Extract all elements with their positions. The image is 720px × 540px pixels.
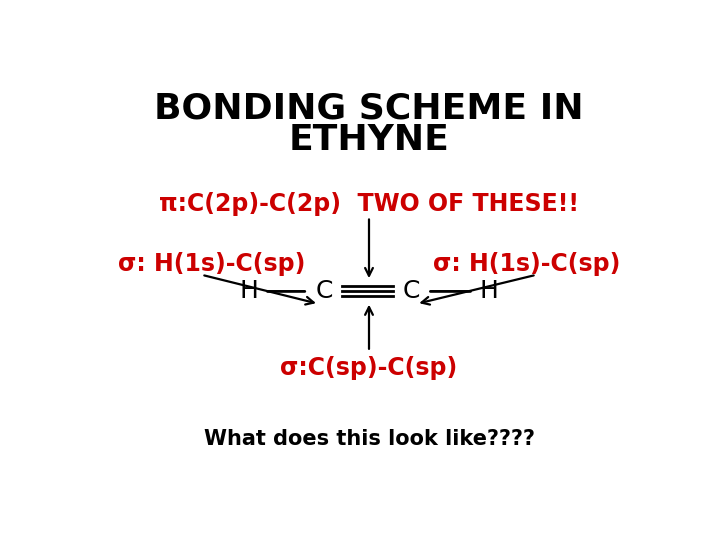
Text: π:C(2p)-C(2p)  TWO OF THESE!!: π:C(2p)-C(2p) TWO OF THESE!! (159, 192, 579, 216)
Text: H: H (240, 279, 258, 303)
Text: ETHYNE: ETHYNE (289, 123, 449, 157)
Text: What does this look like????: What does this look like???? (204, 429, 534, 449)
Text: C: C (315, 279, 333, 303)
Text: H: H (480, 279, 498, 303)
Text: σ: H(1s)-C(sp): σ: H(1s)-C(sp) (118, 252, 305, 276)
Text: σ:C(sp)-C(sp): σ:C(sp)-C(sp) (280, 356, 458, 380)
Text: C: C (402, 279, 420, 303)
Text: BONDING SCHEME IN: BONDING SCHEME IN (154, 91, 584, 125)
Text: σ: H(1s)-C(sp): σ: H(1s)-C(sp) (433, 252, 620, 276)
